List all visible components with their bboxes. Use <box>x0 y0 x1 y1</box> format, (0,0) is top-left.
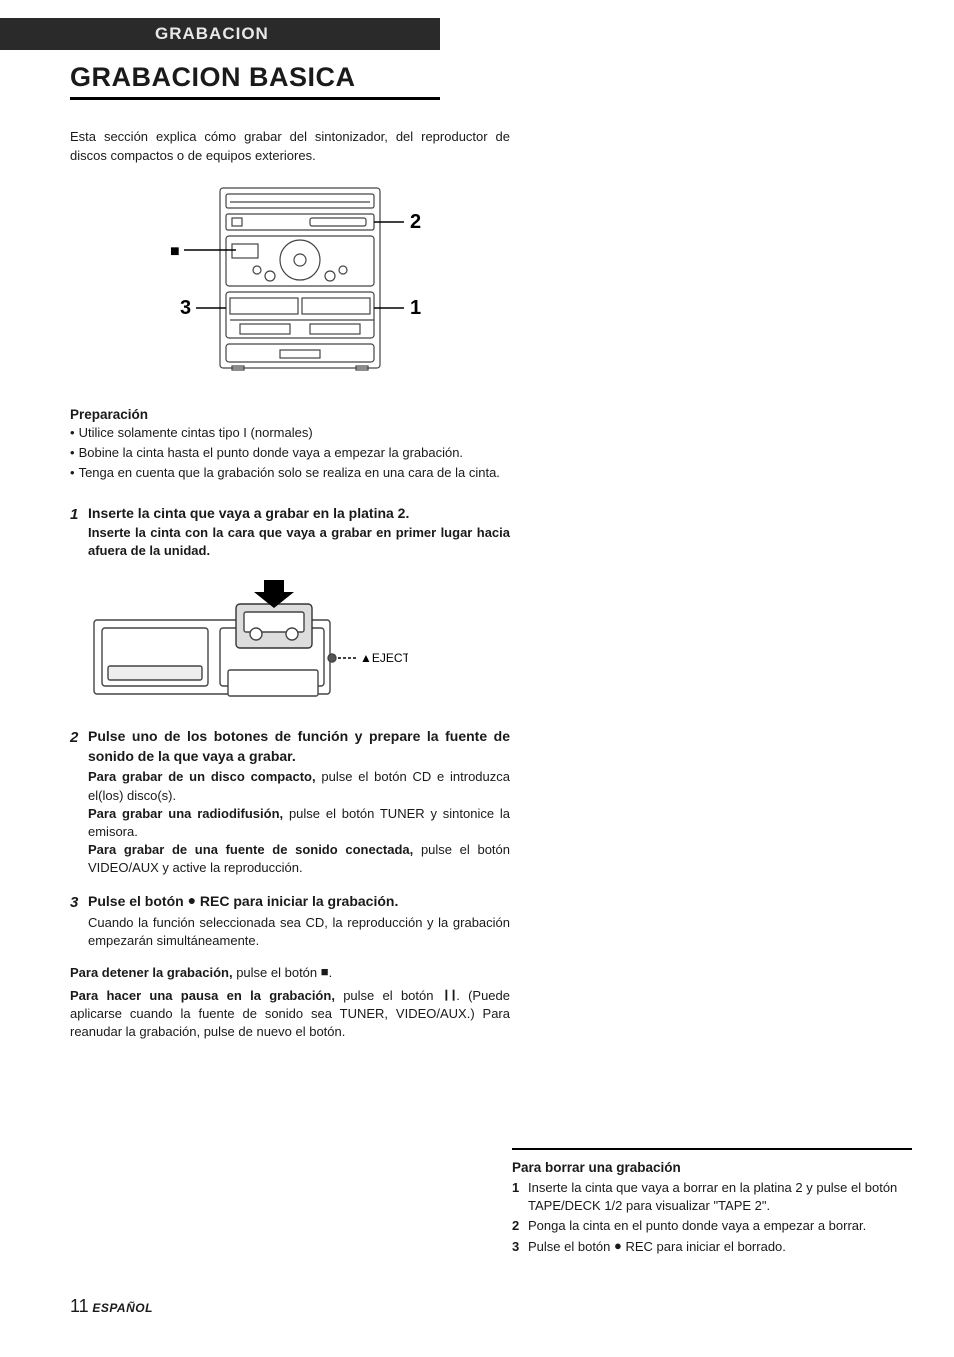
erase-item: 3Pulse el botón ● REC para iniciar el bo… <box>512 1238 912 1257</box>
callout-3: 3 <box>180 297 191 319</box>
step-1-title: Inserte la cinta que vaya a grabar en la… <box>88 505 409 521</box>
svg-text:▲EJECT: ▲EJECT <box>360 651 408 665</box>
step-3-title-b: REC para iniciar la grabación. <box>196 893 398 909</box>
eject-label: EJECT <box>372 651 408 665</box>
stop-icon: ■ <box>170 243 180 260</box>
stop-paragraph: Para detener la grabación, pulse el botó… <box>70 964 510 983</box>
step-number: 2 <box>70 727 88 877</box>
prep-item: •Tenga en cuenta que la grabación solo s… <box>70 464 510 482</box>
prep-item: •Bobine la cinta hasta el punto donde va… <box>70 444 510 462</box>
step-1-sub: Inserte la cinta con la cara que vaya a … <box>88 524 510 560</box>
stereo-diagram: 2 1 3 ■ <box>140 180 440 385</box>
pause-icon: ❙❙ <box>442 988 456 1003</box>
step-3: 3 Pulse el botón ● REC para iniciar la g… <box>70 892 510 950</box>
step-1: 1 Inserte la cinta que vaya a grabar en … <box>70 504 510 560</box>
step-2-title: Pulse uno de los botones de función y pr… <box>88 728 510 764</box>
rec-icon: ● <box>188 891 196 911</box>
step-3-title-a: Pulse el botón <box>88 893 188 909</box>
callout-1: 1 <box>410 297 421 319</box>
erase-list: 1Inserte la cinta que vaya a borrar en l… <box>512 1179 912 1256</box>
pause-text-1: pulse el botón <box>335 988 442 1003</box>
erase-item: 1Inserte la cinta que vaya a borrar en l… <box>512 1179 912 1215</box>
page-number: 11 <box>70 1296 89 1316</box>
step-number: 1 <box>70 504 88 560</box>
section-header: GRABACION <box>0 18 440 50</box>
pause-paragraph: Para hacer una pausa en la grabación, pu… <box>70 987 510 1042</box>
erase-section: Para borrar una grabación 1Inserte la ci… <box>512 1148 912 1258</box>
step-2-line: Para grabar de un disco compacto, pulse … <box>88 768 510 804</box>
page-footer: 11 ESPAÑOL <box>70 1296 153 1317</box>
erase-heading: Para borrar una grabación <box>512 1160 912 1175</box>
preparation-heading: Preparación <box>70 407 510 422</box>
stop-bold: Para detener la grabación, <box>70 965 233 980</box>
step-2-line: Para grabar de una fuente de sonido cone… <box>88 841 510 877</box>
page-language: ESPAÑOL <box>92 1301 153 1315</box>
pause-bold: Para hacer una pausa en la grabación, <box>70 988 335 1003</box>
step-2: 2 Pulse uno de los botones de función y … <box>70 727 510 877</box>
stop-icon: ■ <box>321 963 329 981</box>
stop-text: pulse el botón <box>233 965 321 980</box>
step-3-sub: Cuando la función seleccionada sea CD, l… <box>88 914 510 950</box>
prep-item: •Utilice solamente cintas tipo I (normal… <box>70 424 510 442</box>
intro-text: Esta sección explica cómo grabar del sin… <box>70 128 510 166</box>
step-2-line: Para grabar una radiodifusión, pulse el … <box>88 805 510 841</box>
callout-2: 2 <box>410 211 421 233</box>
erase-item: 2Ponga la cinta en el punto donde vaya a… <box>512 1217 912 1235</box>
eject-icon: ▲ <box>360 651 372 665</box>
page-title: GRABACION BASICA <box>70 62 440 100</box>
preparation-list: •Utilice solamente cintas tipo I (normal… <box>70 424 510 483</box>
step-number: 3 <box>70 892 88 950</box>
cassette-diagram: ▲EJECT <box>88 574 510 709</box>
left-column: GRABACION BASICA Esta sección explica có… <box>70 62 510 1041</box>
